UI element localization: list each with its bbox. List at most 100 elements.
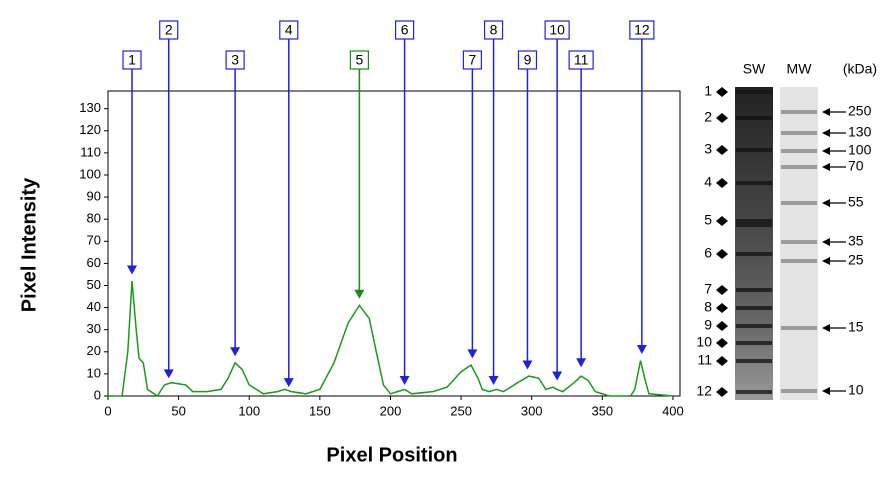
y-tick-label: 130	[79, 100, 101, 115]
gel-marker-band	[781, 259, 817, 263]
annotation-arrowhead	[637, 345, 647, 354]
y-tick-label: 70	[87, 233, 101, 248]
gel-band	[736, 306, 772, 310]
gel-band-label: 3	[704, 141, 712, 157]
gel-band-pointer	[716, 285, 728, 295]
gel-band-label: 6	[704, 245, 712, 261]
y-tick-label: 50	[87, 277, 101, 292]
gel-marker-label: 35	[848, 233, 864, 249]
gel-band	[736, 390, 772, 394]
annotation-arrowhead	[552, 372, 562, 381]
gel-marker-label: 130	[848, 124, 872, 140]
gel-marker-band	[781, 149, 817, 153]
gel-marker-label: 100	[848, 142, 872, 158]
x-tick-label: 400	[662, 403, 684, 418]
annotation-label: 5	[355, 52, 363, 68]
annotation-arrowhead	[230, 347, 240, 356]
gel-band	[736, 219, 772, 227]
y-tick-label: 120	[79, 122, 101, 137]
gel-marker-arrowhead	[822, 108, 830, 116]
annotation-label: 1	[128, 52, 136, 68]
gel-marker-arrowhead	[822, 147, 830, 155]
gel-marker-label: 25	[848, 252, 864, 268]
gel-band-label: 4	[704, 174, 712, 190]
annotation-label: 4	[285, 22, 293, 38]
gel-band-pointer	[716, 113, 728, 123]
gel-band	[736, 181, 772, 185]
gel-marker-label: 250	[848, 103, 872, 119]
gel-marker-arrowhead	[822, 199, 830, 207]
gel-lane-title: MW	[787, 61, 813, 77]
annotation-label: 2	[165, 22, 173, 38]
gel-band-pointer	[716, 249, 728, 259]
gel-band-label: 1	[704, 83, 712, 99]
gel-band-pointer	[716, 216, 728, 226]
gel-marker-band	[781, 131, 817, 135]
gel-band	[736, 324, 772, 328]
gel-marker-band	[781, 240, 817, 244]
gel-marker-label: 15	[848, 319, 864, 335]
gel-marker-band	[781, 389, 817, 393]
annotation-arrowhead	[467, 349, 477, 358]
y-tick-label: 10	[87, 365, 101, 380]
gel-band-label: 8	[704, 299, 712, 315]
plot-frame	[108, 91, 680, 396]
gel-band	[736, 341, 772, 345]
y-tick-label: 100	[79, 166, 101, 181]
gel-band-label: 2	[704, 109, 712, 125]
figure: Pixel Intensity Pixel Position 010203040…	[0, 0, 892, 472]
y-tick-label: 20	[87, 343, 101, 358]
gel-band-label: 5	[704, 212, 712, 228]
x-tick-label: 0	[104, 403, 111, 418]
x-tick-label: 150	[309, 403, 331, 418]
annotation-label: 3	[231, 52, 239, 68]
annotation-label: 11	[574, 52, 589, 68]
annotation-arrowhead	[164, 369, 174, 378]
gel-band	[736, 288, 772, 292]
annotation-label: 12	[634, 22, 650, 38]
y-tick-label: 80	[87, 211, 101, 226]
annotation-arrowhead	[576, 358, 586, 367]
y-tick-label: 0	[94, 387, 101, 402]
gel-band-pointer	[716, 338, 728, 348]
annotation-label: 10	[549, 22, 565, 38]
x-tick-label: 300	[521, 403, 543, 418]
gel-marker-band	[781, 165, 817, 169]
x-tick-label: 100	[238, 403, 260, 418]
gel-marker-band	[781, 326, 817, 330]
gel-marker-arrowhead	[822, 163, 830, 171]
gel-marker-label: 70	[848, 158, 864, 174]
gel-band-pointer	[716, 303, 728, 313]
gel-lane-title: (kDa)	[843, 61, 877, 77]
gel-band-pointer	[716, 178, 728, 188]
gel-band-pointer	[716, 145, 728, 155]
y-axis-title: Pixel Intensity	[18, 177, 40, 312]
gel-lane-sw	[735, 87, 773, 400]
gel-marker-label: 10	[848, 382, 864, 398]
gel-band-pointer	[716, 321, 728, 331]
annotation-label: 9	[524, 52, 532, 68]
gel-band-label: 11	[697, 352, 712, 368]
gel-marker-band	[781, 110, 817, 114]
annotation-arrowhead	[354, 290, 364, 299]
y-tick-label: 40	[87, 299, 101, 314]
x-axis-title: Pixel Position	[326, 444, 457, 466]
annotation-arrowhead	[127, 265, 137, 274]
x-tick-label: 350	[591, 403, 613, 418]
annotation-arrowhead	[489, 376, 499, 385]
gel-band-pointer	[716, 87, 728, 97]
gel-band-label: 7	[704, 281, 712, 297]
gel-marker-label: 55	[848, 194, 864, 210]
gel-band-label: 9	[704, 317, 712, 333]
y-tick-label: 60	[87, 255, 101, 270]
gel-band	[736, 252, 772, 256]
gel-lane-title: SW	[743, 61, 766, 77]
annotation-label: 6	[401, 22, 409, 38]
gel-marker-arrowhead	[822, 387, 830, 395]
gel-band-label: 10	[696, 334, 712, 350]
gel-band	[736, 90, 772, 94]
gel-marker-band	[781, 201, 817, 205]
y-tick-label: 110	[80, 144, 101, 159]
annotation-label: 8	[490, 22, 498, 38]
x-tick-label: 250	[450, 403, 472, 418]
